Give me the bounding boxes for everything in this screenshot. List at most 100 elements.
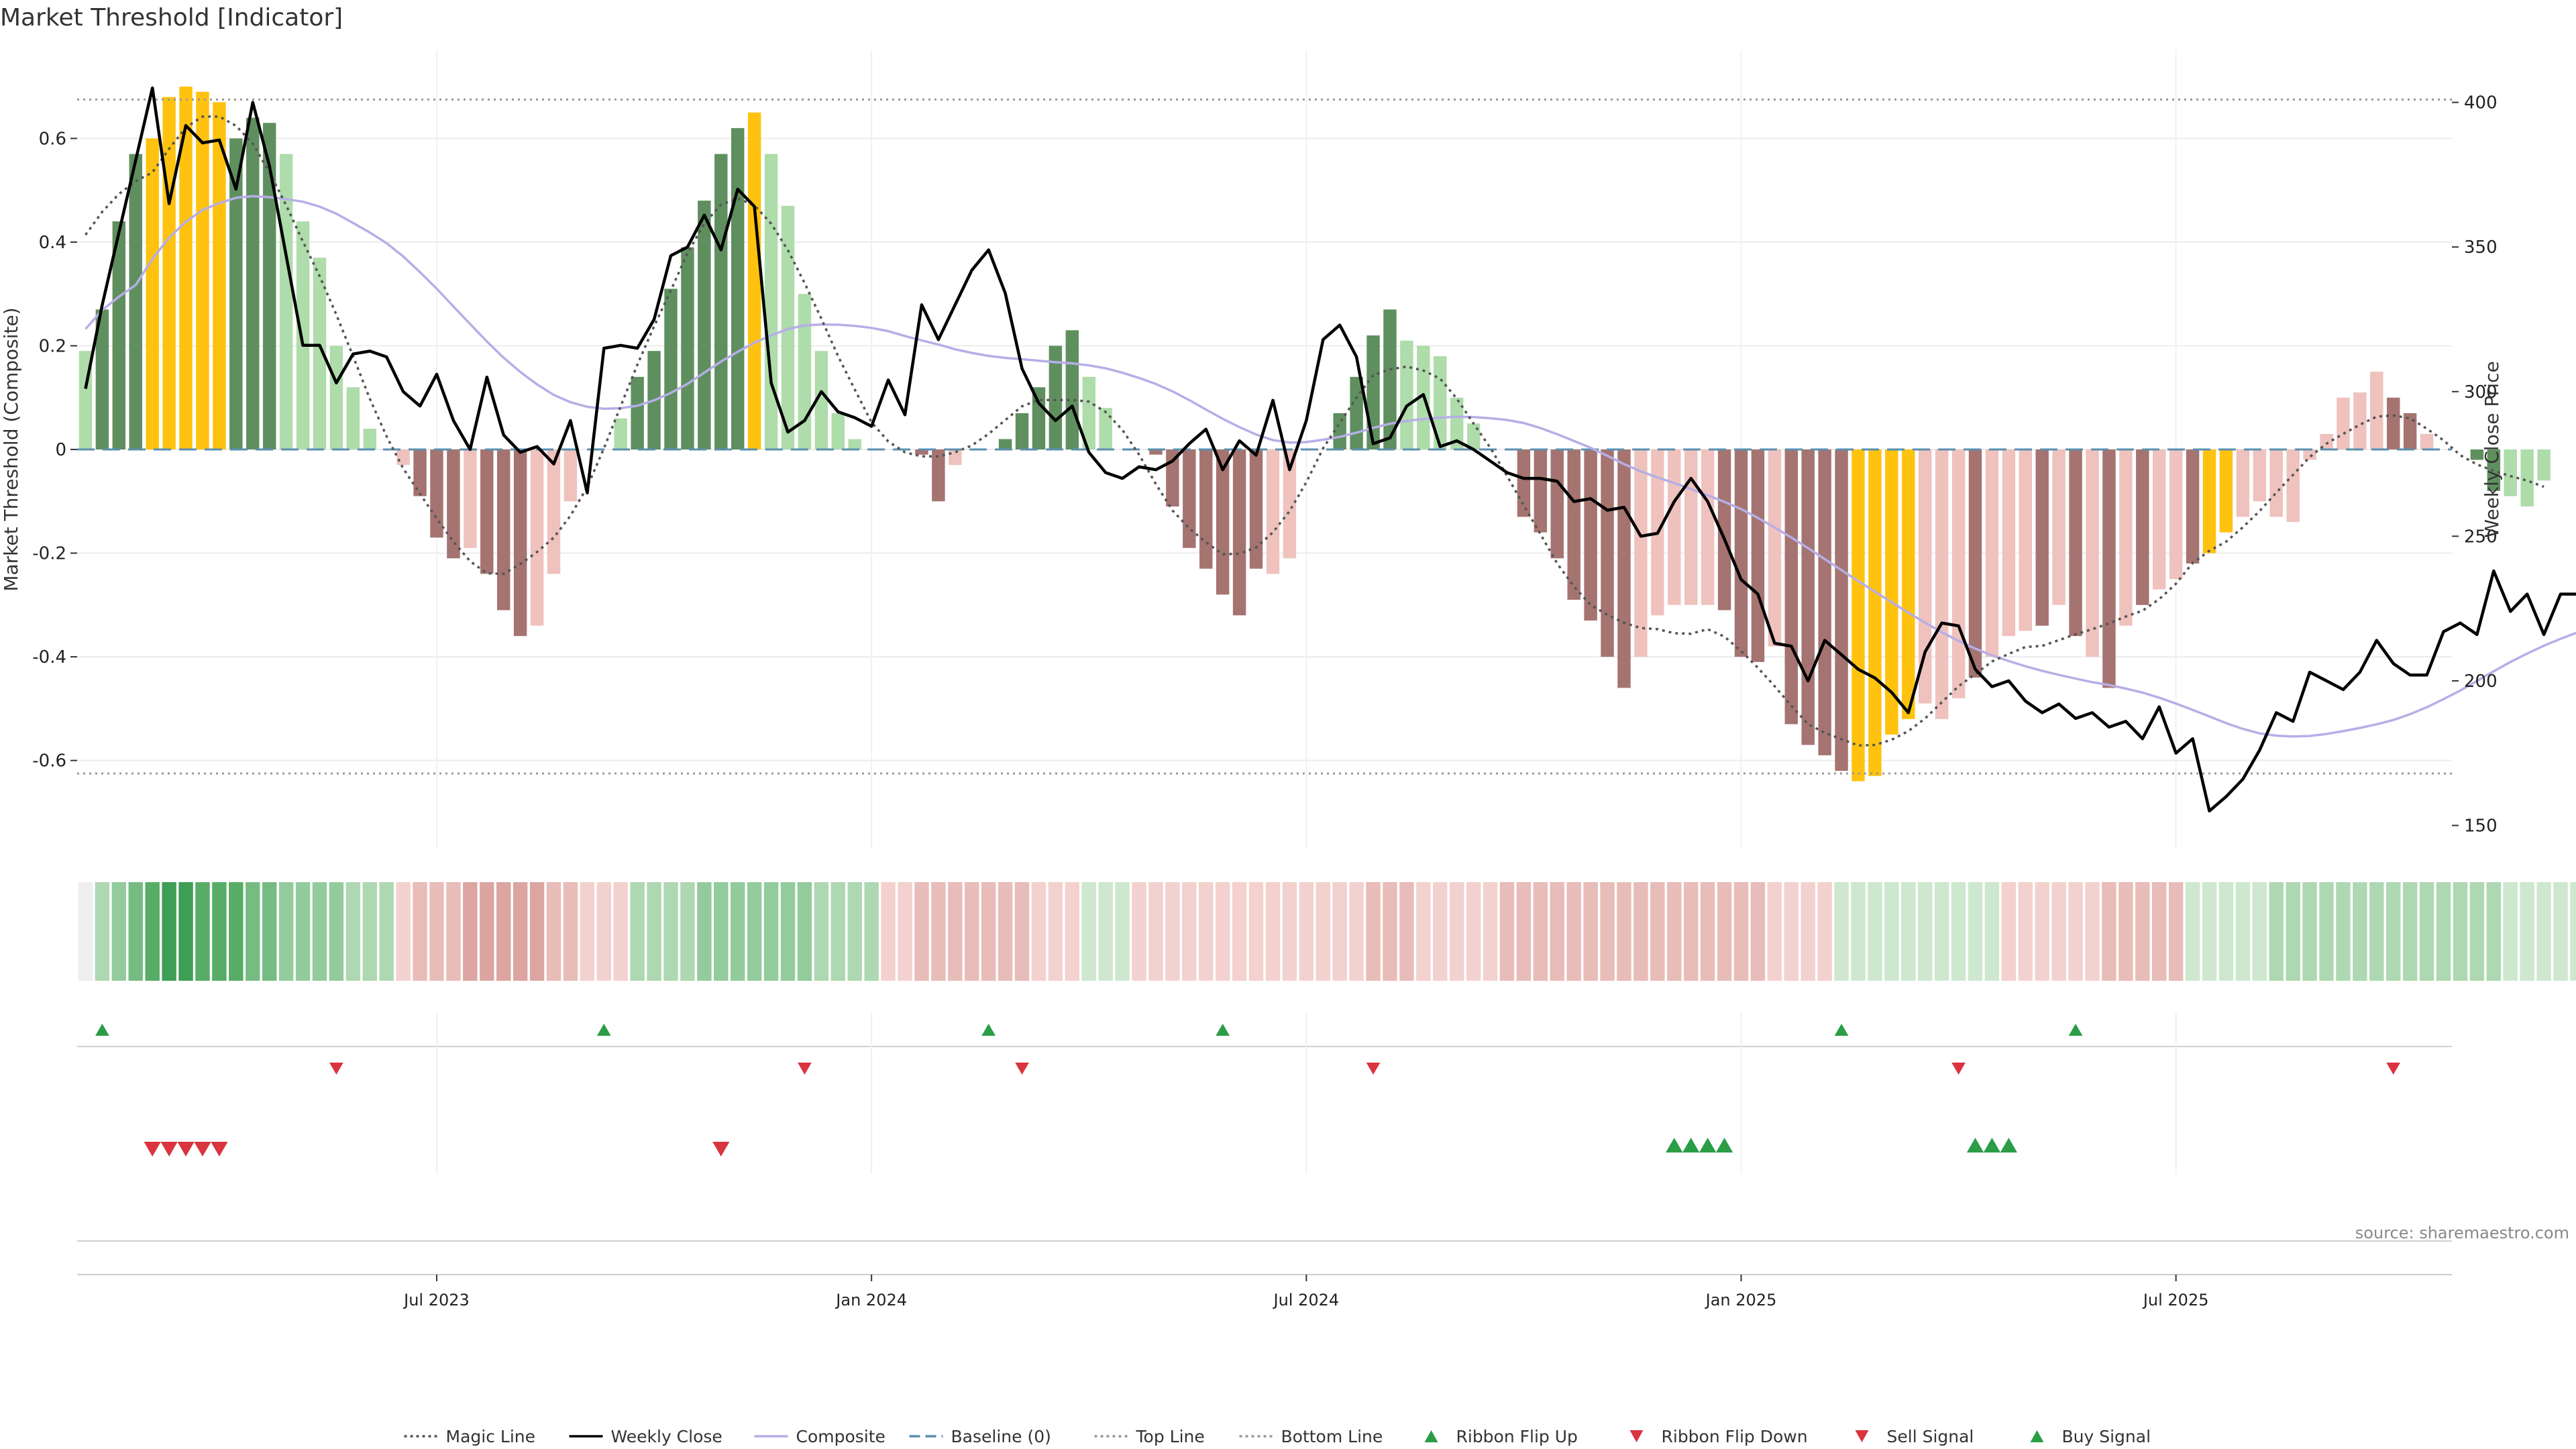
ribbon-cell — [1031, 882, 1046, 981]
ribbon-cell — [446, 882, 461, 981]
composite-bar — [1082, 376, 1095, 449]
legend-swatch — [1629, 1430, 1644, 1442]
composite-bar — [1801, 449, 1815, 745]
right-tick-label: 150 — [2464, 816, 2498, 837]
right-tick-label: 400 — [2464, 93, 2498, 113]
left-tick-label: 0.2 — [39, 336, 66, 356]
x-tick-label: Jul 2024 — [1272, 1291, 1339, 1309]
ribbon-cell — [1383, 882, 1397, 981]
ribbon-cell — [2353, 882, 2367, 981]
main-panel: 0.6 0.4 0.2 0 -0.2 -0.4 -0.6 400 350 300 250 200 15… — [0, 50, 2576, 849]
composite-bar — [781, 205, 795, 449]
ribbon-cell — [1834, 882, 1849, 981]
ribbon-cell — [1316, 882, 1330, 981]
ribbon-strip — [78, 882, 2576, 981]
composite-bar — [179, 87, 193, 449]
composite-bar — [1199, 449, 1213, 569]
composite-bar — [296, 221, 310, 449]
composite-bar — [932, 449, 945, 502]
legend-item: Weekly Close — [569, 1427, 722, 1446]
ribbon-cell — [262, 882, 277, 981]
ribbon-cell — [998, 882, 1013, 981]
composite-bar — [1567, 449, 1580, 600]
composite-bar — [1701, 449, 1715, 605]
composite-bar — [1049, 345, 1063, 449]
ribbon-cell — [2118, 882, 2133, 981]
composite-bar — [731, 127, 745, 449]
composite-bar — [547, 449, 561, 574]
composite-bar — [747, 112, 761, 449]
composite-bar — [262, 123, 276, 449]
legend-label: Top Line — [1136, 1427, 1205, 1446]
ribbon-cell — [1917, 882, 1933, 981]
x-tick-label: Jan 2024 — [835, 1291, 907, 1309]
ribbon-cell — [1817, 882, 1832, 981]
ribbon-cell — [847, 882, 862, 981]
ribbon-cell — [2051, 882, 2066, 981]
chart-title: Market Threshold [Indicator] — [0, 4, 343, 32]
composite-bar — [496, 449, 511, 610]
ribbon-flip-up-marker — [1216, 1024, 1230, 1036]
composite-bar — [2286, 449, 2300, 523]
ribbon-cell — [1683, 882, 1699, 981]
signal-panels — [77, 1013, 2452, 1242]
composite-bar — [1634, 449, 1648, 657]
ribbon-cell — [1248, 882, 1264, 981]
sell-signal-marker — [712, 1142, 730, 1157]
composite-bar — [2370, 372, 2383, 449]
composite-bar — [1099, 408, 1112, 449]
ribbon-cell — [2436, 882, 2451, 981]
composite-bar — [346, 387, 360, 449]
ribbon-cell — [830, 882, 846, 981]
composite-bar — [196, 91, 209, 449]
ribbon-cell — [981, 882, 996, 981]
legend-item: Sell Signal — [1855, 1427, 1974, 1446]
ribbon-cell — [714, 882, 729, 981]
ribbon-cell — [2152, 882, 2167, 981]
ribbon-cell — [2520, 882, 2534, 981]
composite-bar — [949, 449, 962, 466]
ribbon-cell — [78, 882, 93, 981]
right-tick-label: 300 — [2464, 382, 2498, 402]
composite-bar — [1668, 449, 1681, 605]
composite-bar — [1918, 449, 1932, 704]
ribbon-cell — [881, 882, 896, 981]
ribbon-cell — [1784, 882, 1799, 981]
ribbon-cell — [2085, 882, 2100, 981]
ribbon-cell — [1433, 882, 1448, 981]
legend-label: Ribbon Flip Up — [1456, 1427, 1578, 1446]
ribbon-cell — [2102, 882, 2116, 981]
composite-bar — [1734, 449, 1748, 657]
ribbon-cell — [529, 882, 545, 981]
ribbon-cell — [1499, 882, 1515, 981]
ribbon-cell — [413, 882, 427, 981]
ribbon-cell — [663, 882, 678, 981]
ribbon-cell — [2168, 882, 2184, 981]
left-tick-label: -0.2 — [32, 544, 66, 564]
ribbon-cell — [747, 882, 762, 981]
ribbon-cell — [162, 882, 176, 981]
ribbon-cell — [2336, 882, 2351, 981]
legend-label: Sell Signal — [1887, 1427, 1974, 1446]
ribbon-cell — [1466, 882, 1481, 981]
ribbon-cell — [2536, 882, 2551, 981]
composite-bar — [1751, 449, 1765, 662]
composite-bar — [2019, 449, 2033, 631]
composite-bar — [447, 449, 460, 559]
composite-bar — [681, 247, 694, 449]
ribbon-cell — [229, 882, 244, 981]
ribbon-cell — [697, 882, 712, 981]
composite-bar — [2487, 449, 2501, 491]
ribbon-cell — [95, 882, 110, 981]
composite-bar — [1249, 449, 1263, 569]
ribbon-flip-up-marker — [981, 1024, 996, 1036]
ribbon-cell — [948, 882, 963, 981]
ribbon-flip-down-marker — [798, 1063, 812, 1075]
composite-bar — [2086, 449, 2099, 657]
buy-signal-marker — [1666, 1138, 1683, 1152]
ribbon-cell — [1115, 882, 1130, 981]
sell-signal-marker — [211, 1142, 228, 1157]
composite-bar — [664, 288, 678, 449]
ribbon-cell — [1583, 882, 1598, 981]
composite-bar — [480, 449, 494, 574]
